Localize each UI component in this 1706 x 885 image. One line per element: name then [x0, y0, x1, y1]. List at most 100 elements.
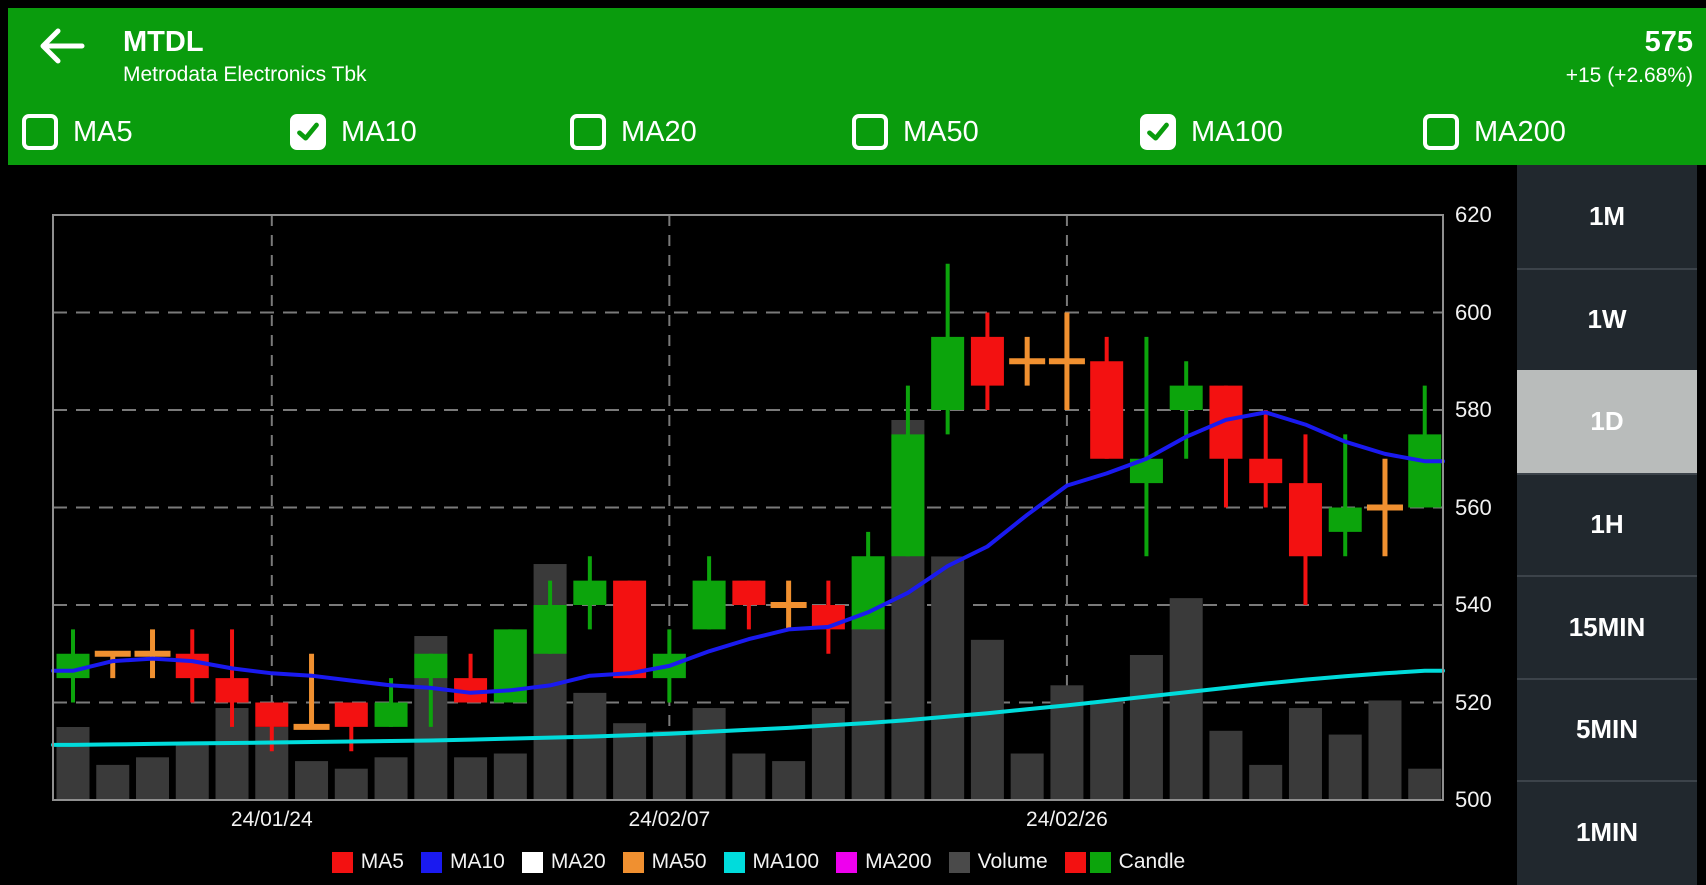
candle-up: [1328, 507, 1362, 532]
candle-up: [1169, 385, 1203, 410]
timeframe-button-1d[interactable]: 1D: [1517, 370, 1697, 473]
doji-candle: [94, 650, 131, 657]
candle-down: [1288, 483, 1322, 557]
ma-toggle-ma20[interactable]: MA20: [570, 112, 697, 152]
timeframe-button-1min[interactable]: 1MIN: [1517, 780, 1697, 883]
volume-bar: [732, 753, 766, 799]
price-chart[interactable]: [0, 165, 1517, 885]
candle-up: [573, 580, 607, 605]
volume-bar: [931, 556, 965, 799]
doji-candle: [134, 650, 171, 657]
candle-down: [215, 678, 249, 703]
x-axis-label: 24/02/26: [1026, 808, 1108, 831]
doji-candle: [293, 723, 330, 730]
y-axis-label: 580: [1455, 397, 1492, 422]
y-axis-label: 540: [1455, 592, 1492, 617]
legend-swatch: [836, 851, 858, 873]
legend-item-ma10: MA10: [420, 850, 505, 874]
legend-label: MA100: [752, 850, 820, 873]
ma10-line: [51, 410, 1445, 695]
legend-label: MA10: [449, 850, 505, 873]
volume-bar: [1129, 654, 1163, 799]
legend-item-ma200: MA200: [836, 850, 932, 874]
legend-label: Candle: [1118, 850, 1186, 873]
ma-toggle-ma5[interactable]: MA5: [22, 112, 133, 152]
volume-bar: [1169, 598, 1203, 799]
ma-toggle-ma100[interactable]: MA100: [1140, 112, 1283, 152]
timeframe-button-1m[interactable]: 1M: [1588, 200, 1626, 231]
ma-toggle-ma200[interactable]: MA200: [1423, 112, 1566, 152]
legend-label: MA50: [651, 850, 707, 873]
candle-down: [1209, 385, 1243, 459]
x-axis-label: 24/02/07: [628, 808, 711, 831]
candle-up: [56, 653, 90, 679]
volume-bar: [851, 628, 885, 799]
ma-toggle-label: MA5: [73, 115, 133, 148]
volume-bar: [1408, 768, 1442, 799]
volume-bar: [56, 726, 90, 799]
volume-bar: [136, 757, 170, 799]
volume-bar: [454, 757, 488, 799]
timeframe-sidebar: 1M 1W 1D 1H 15MIN 5MIN 1MIN: [1517, 165, 1706, 885]
checkbox-checked[interactable]: [1140, 114, 1176, 150]
checkbox-unchecked[interactable]: [1423, 114, 1459, 150]
candle-up: [692, 580, 726, 630]
stock-name: Metrodata Electronics Tbk: [123, 63, 367, 86]
timeframe-button-1w[interactable]: 1W: [1517, 267, 1697, 371]
candle-up: [891, 434, 925, 557]
volume-bar: [772, 761, 806, 799]
legend-swatch: [331, 851, 353, 873]
volume-bar: [692, 708, 726, 799]
checkbox-unchecked[interactable]: [852, 114, 888, 150]
ma-toggle-label: MA100: [1191, 115, 1283, 148]
screen-right-edge: [1697, 165, 1706, 885]
checkbox-unchecked[interactable]: [570, 114, 606, 150]
legend-swatch: [723, 851, 745, 873]
timeframe-button-1h[interactable]: 1H: [1517, 472, 1697, 576]
legend-item-volume: Volume: [948, 850, 1048, 874]
back-button[interactable]: [36, 24, 88, 68]
timeframe-button-5min[interactable]: 5MIN: [1517, 677, 1697, 781]
volume-bar: [1209, 730, 1243, 799]
legend-item-ma5: MA5: [331, 850, 404, 874]
ma-toggle-label: MA20: [621, 115, 697, 148]
ma-toggle-ma50[interactable]: MA50: [852, 112, 979, 152]
legend-swatch: [1089, 851, 1111, 873]
volume-bar: [652, 730, 686, 799]
arrow-left-icon: [40, 28, 85, 64]
legend-item-candle: Candle: [1064, 850, 1186, 874]
candle-up: [533, 605, 567, 654]
volume-bar: [295, 761, 329, 799]
candle-down: [732, 580, 766, 605]
checkbox-checked[interactable]: [290, 114, 326, 150]
legend-label: MA20: [550, 850, 606, 873]
legend-swatch: [521, 851, 543, 873]
legend-item-ma100: MA100: [723, 850, 820, 874]
candle-up: [931, 336, 965, 410]
volume-bar: [374, 757, 408, 799]
checkbox-unchecked[interactable]: [22, 114, 58, 150]
chart-area[interactable]: 620 600 580 560 540 520 500 24/01/24 24/02/07 24…: [0, 165, 1517, 885]
y-axis-label: 500: [1455, 787, 1492, 812]
timeframe-button-15min[interactable]: 15MIN: [1517, 575, 1697, 678]
candle-down: [334, 702, 368, 727]
volume-bar: [573, 692, 607, 799]
volume-bar: [334, 768, 368, 799]
y-axis-label: 620: [1455, 202, 1492, 227]
candle-down: [175, 653, 209, 679]
volume-bar: [175, 742, 209, 799]
volume-bar: [1368, 700, 1402, 799]
legend-swatch: [622, 851, 644, 873]
volume-bar: [811, 708, 845, 799]
volume-bar: [493, 753, 527, 799]
ma-toggle-label: MA50: [903, 115, 979, 148]
checkmark-icon: [297, 122, 319, 141]
volume-bar: [1090, 700, 1124, 799]
legend-item-ma20: MA20: [521, 850, 606, 874]
doji-candle: [1048, 358, 1085, 365]
legend-swatch: [1064, 851, 1086, 873]
stock-price: 575: [1644, 26, 1693, 58]
ma100-line: [51, 668, 1445, 747]
y-axis-label: 600: [1455, 299, 1492, 325]
ma-toggle-ma10[interactable]: MA10: [290, 112, 417, 152]
